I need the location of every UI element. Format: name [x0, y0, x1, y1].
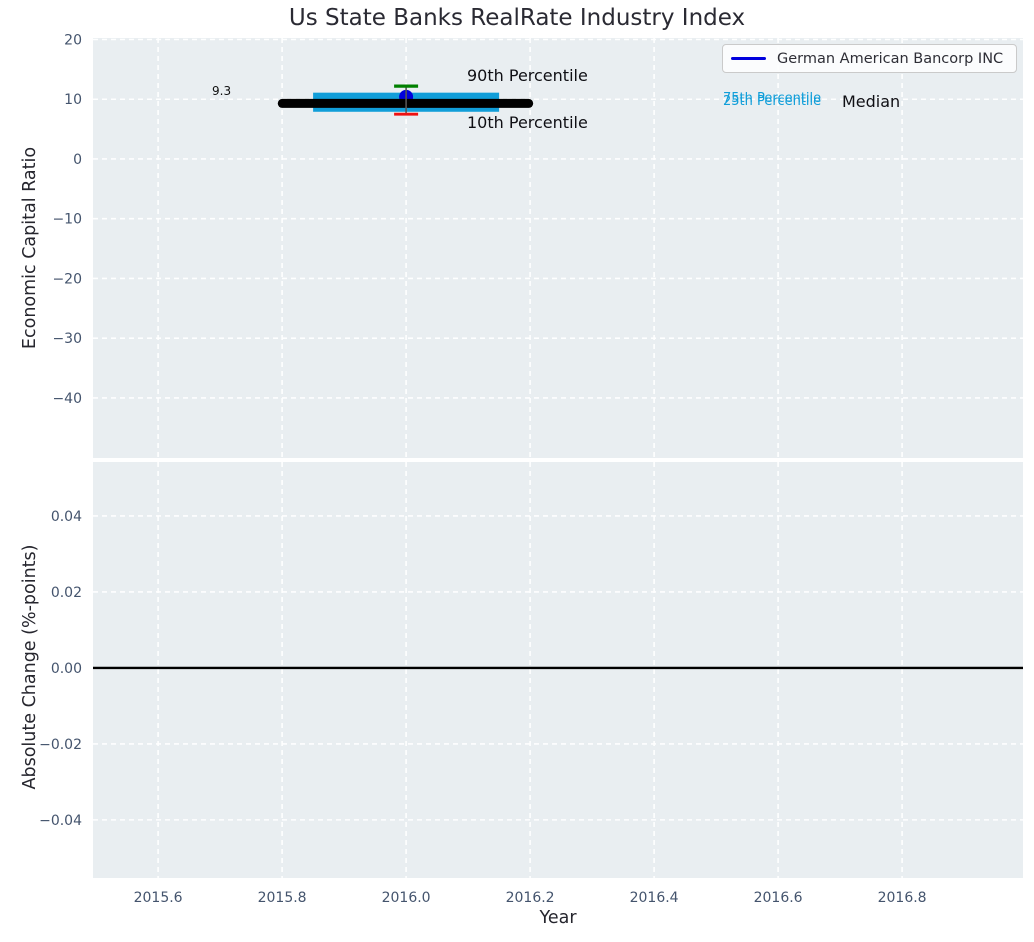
x-tick-label: 2015.6 — [134, 890, 183, 906]
y-tick-label: 20 — [64, 32, 82, 48]
x-tick-label: 2016.0 — [382, 890, 431, 906]
y-tick-label: 0.02 — [51, 585, 82, 601]
annotation-25th-percentile: 25th Percentile — [723, 94, 822, 109]
chart-title: Us State Banks RealRate Industry Index — [288, 5, 746, 31]
annotation-10th-percentile: 10th Percentile — [467, 113, 588, 132]
annotation-median-value: 9.3 — [212, 84, 232, 98]
legend: German American Bancorp INC — [722, 44, 1017, 73]
legend-label: German American Bancorp INC — [777, 50, 1004, 67]
annotation-median: Median — [842, 92, 901, 111]
y-tick-label: −30 — [52, 331, 82, 347]
x-tick-label: 2016.6 — [754, 890, 803, 906]
y-tick-label: −20 — [52, 271, 82, 287]
legend-line-swatch — [731, 57, 766, 60]
y-tick-label: −0.04 — [39, 813, 82, 829]
y-tick-label: 0.04 — [51, 509, 82, 525]
y-tick-label: 0 — [73, 152, 82, 168]
x-tick-label: 2016.4 — [630, 890, 679, 906]
y-tick-label: 0.00 — [51, 661, 82, 677]
x-tick-label: 2015.8 — [258, 890, 307, 906]
y-tick-label: −40 — [52, 391, 82, 407]
y-axis-label-bottom: Absolute Change (%-points) — [20, 544, 40, 790]
y-tick-label: 10 — [64, 92, 82, 108]
plot-background — [93, 462, 1023, 878]
x-axis-label: Year — [539, 908, 577, 928]
x-tick-label: 2016.2 — [506, 890, 555, 906]
y-tick-label: −10 — [52, 212, 82, 228]
y-axis-label-top: Economic Capital Ratio — [20, 146, 40, 350]
plot-background — [93, 38, 1023, 458]
annotation-75th-percentile: 75th Percentile — [723, 91, 822, 106]
y-tick-label: −0.02 — [39, 737, 82, 753]
annotation-90th-percentile: 90th Percentile — [467, 66, 588, 85]
x-tick-label: 2016.8 — [878, 890, 927, 906]
